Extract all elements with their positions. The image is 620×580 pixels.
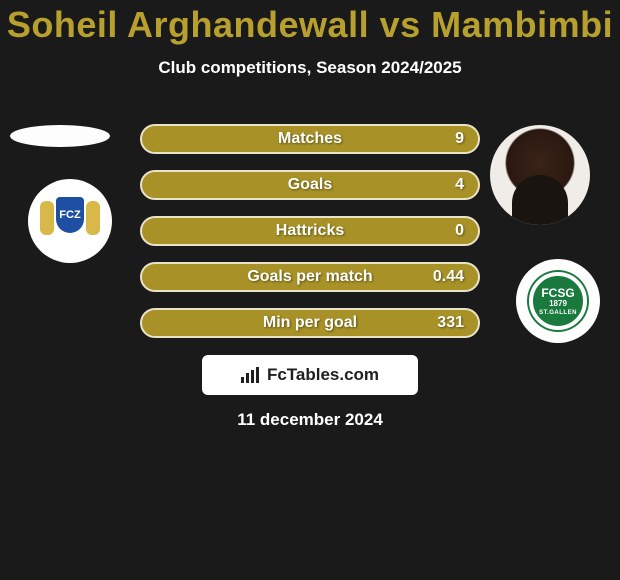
stat-value-right: 331	[437, 314, 464, 332]
brand-box: FcTables.com	[202, 355, 418, 395]
comparison-card: Soheil Arghandewall vs Mambimbi Club com…	[0, 0, 620, 580]
stat-label: Min per goal	[263, 314, 357, 332]
date-text: 11 december 2024	[0, 410, 620, 430]
stat-row: Matches 9	[140, 124, 480, 154]
stat-row: Goals per match 0.44	[140, 262, 480, 292]
fcsg-year: 1879	[549, 300, 567, 308]
stat-row: Min per goal 331	[140, 308, 480, 338]
stat-value-right: 0.44	[433, 268, 464, 286]
player2-photo	[490, 125, 590, 225]
page-title: Soheil Arghandewall vs Mambimbi	[0, 0, 620, 46]
fcsg-crest-icon: FCSG 1879 ST.GALLEN	[529, 272, 587, 330]
stat-row: Goals 4	[140, 170, 480, 200]
stat-label: Matches	[278, 130, 342, 148]
fcz-crest-icon: FCZ	[40, 191, 100, 251]
player1-photo	[10, 125, 110, 147]
fcsg-city: ST.GALLEN	[539, 310, 577, 316]
stat-label: Goals	[288, 176, 332, 194]
stats-list: Matches 9 Goals 4 Hattricks 0 Goals per match 0…	[140, 124, 480, 354]
stat-value-right: 0	[455, 222, 464, 240]
brand-text: FcTables.com	[267, 365, 379, 385]
stat-row: Hattricks 0	[140, 216, 480, 246]
stat-value-right: 9	[455, 130, 464, 148]
fcz-shield-label: FCZ	[56, 197, 84, 233]
page-subtitle: Club competitions, Season 2024/2025	[0, 58, 620, 78]
stat-value-right: 4	[455, 176, 464, 194]
player2-club-badge: FCSG 1879 ST.GALLEN	[516, 259, 600, 343]
fcsg-abbrev: FCSG	[541, 287, 574, 299]
stat-label: Hattricks	[276, 222, 344, 240]
stat-label: Goals per match	[247, 268, 372, 286]
player1-club-badge: FCZ	[28, 179, 112, 263]
barchart-icon	[241, 367, 261, 383]
